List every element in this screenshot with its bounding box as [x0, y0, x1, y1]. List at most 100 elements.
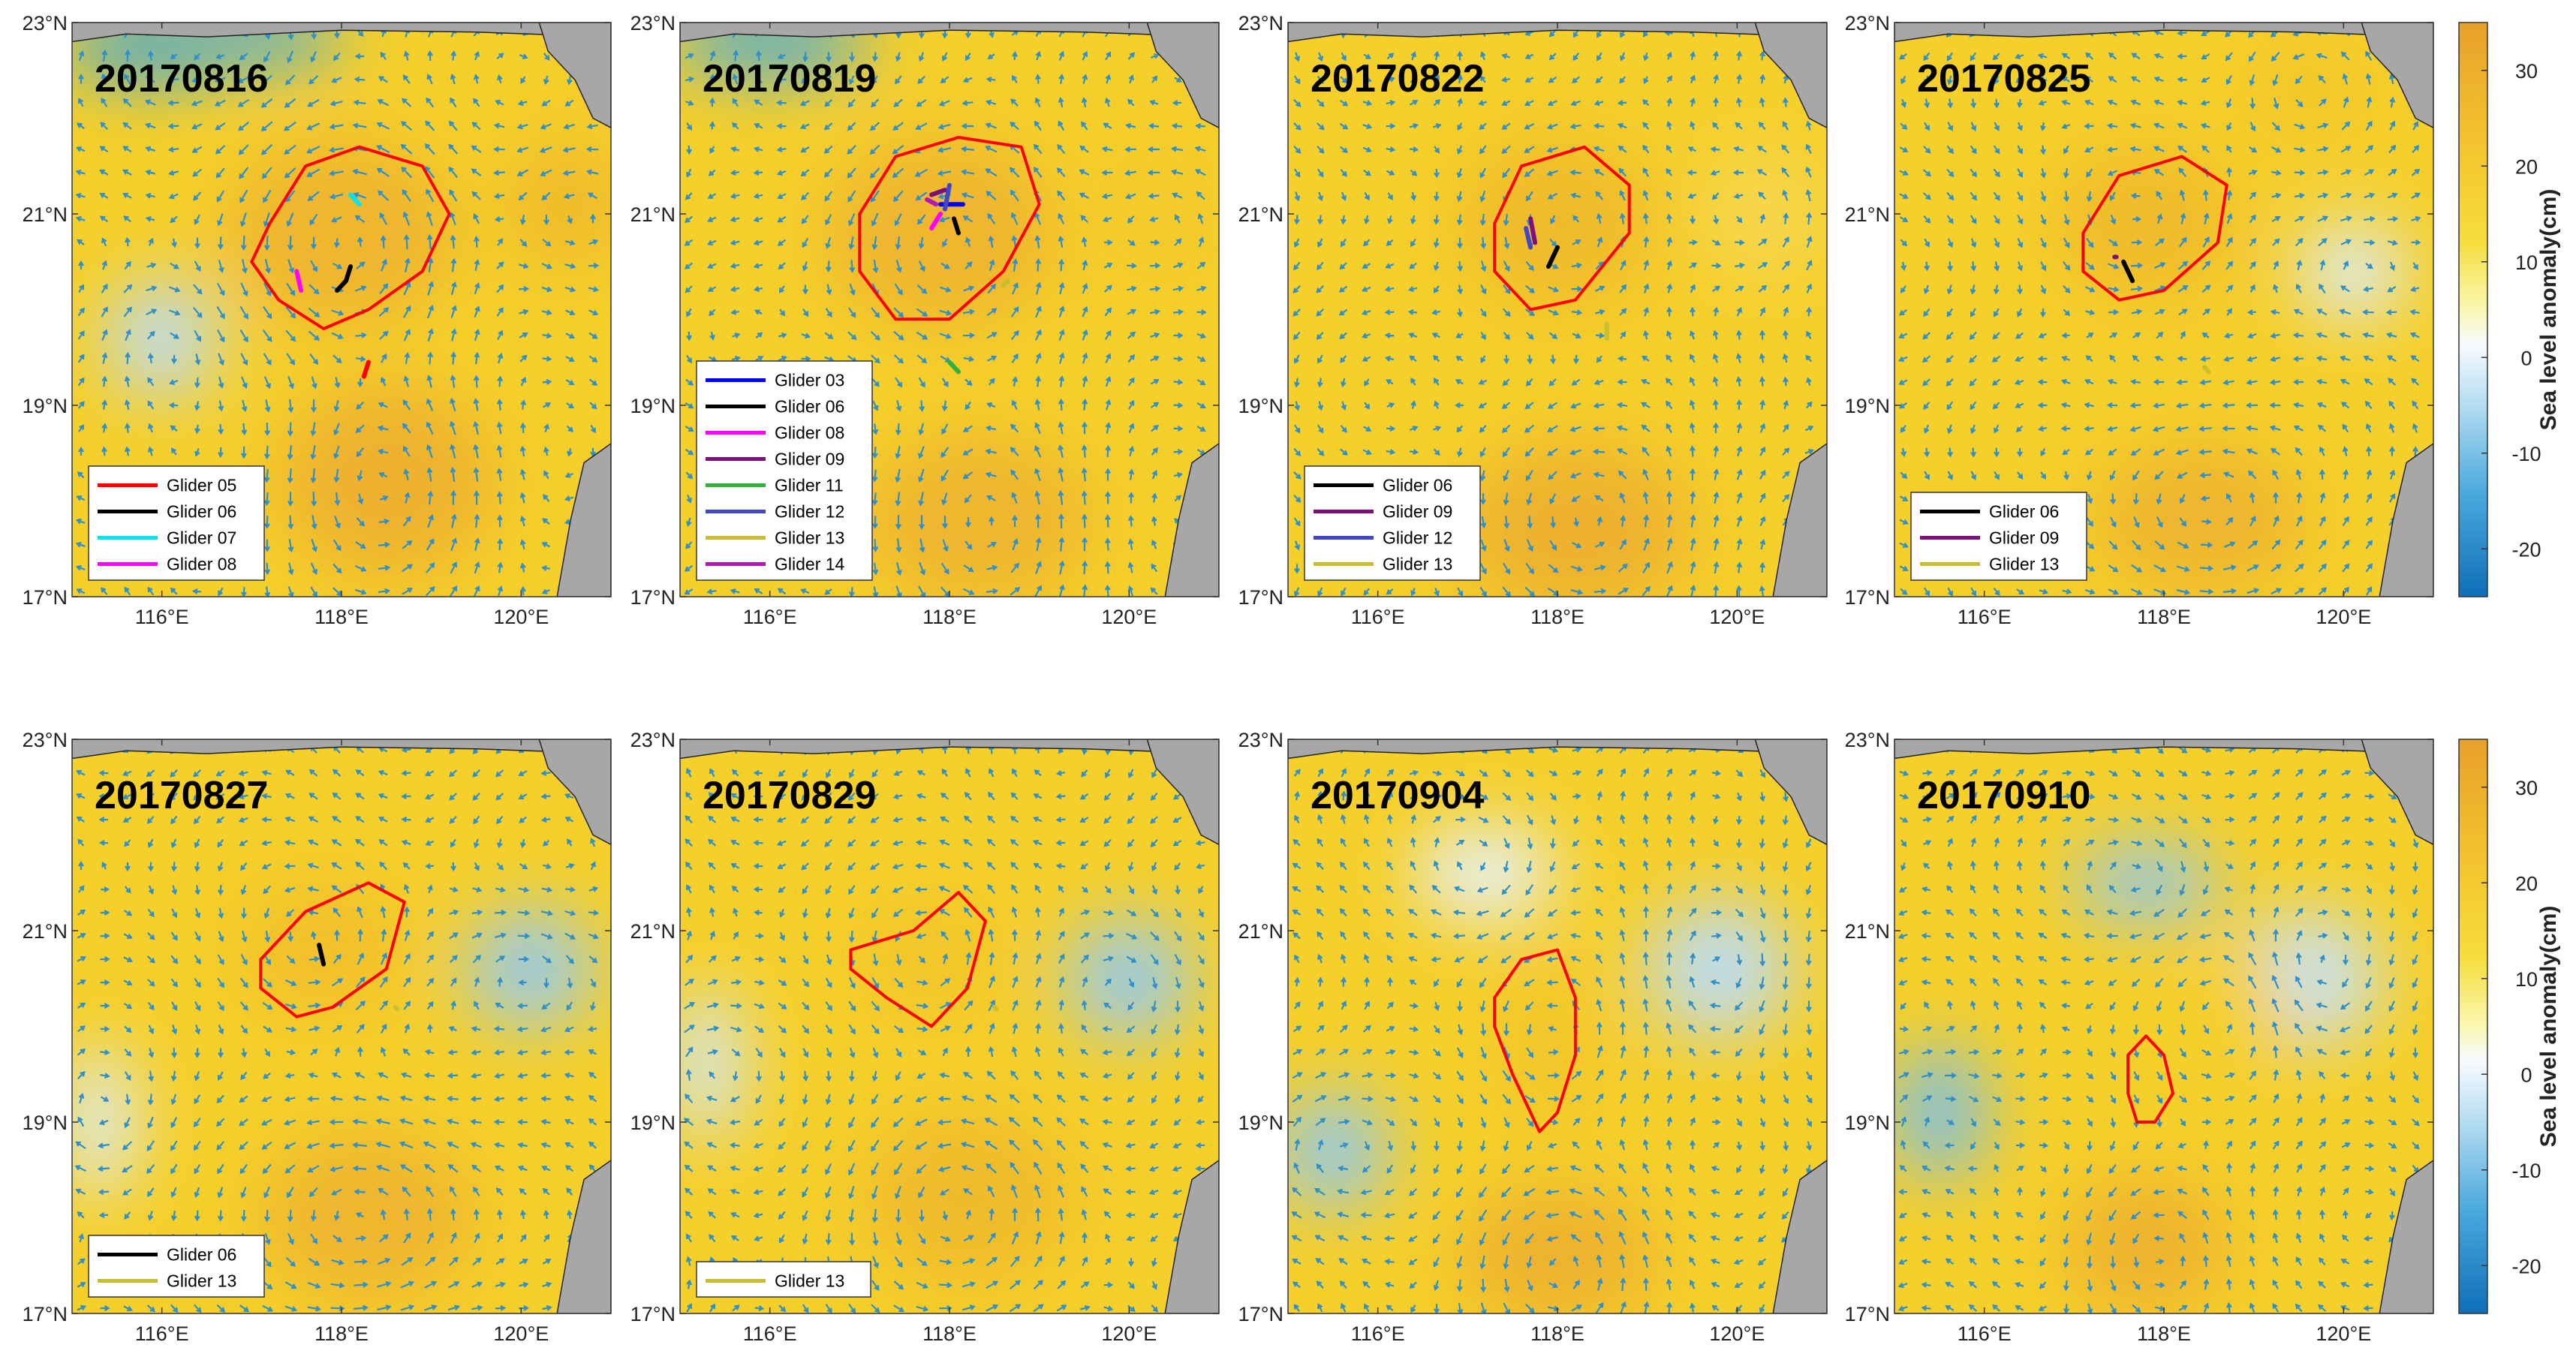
- china-coast: [1288, 23, 1827, 43]
- sla-anomaly-patch: [859, 1112, 1076, 1285]
- legend-entry-label: Glider 12: [1383, 528, 1452, 548]
- y-tick-label: 21°N: [1845, 920, 1890, 943]
- luzon: [1164, 443, 1219, 597]
- glider-track: [1528, 216, 1538, 245]
- sla-anomaly-patch: [1458, 444, 1693, 597]
- glider-track: [992, 1005, 999, 1012]
- colorbar-tick-label: -10: [2511, 1160, 2541, 1182]
- glider-track: [2201, 365, 2211, 375]
- y-tick-label: 19°N: [630, 395, 676, 417]
- x-tick-label: 116°E: [1351, 1322, 1405, 1345]
- y-tick-label: 19°N: [1238, 395, 1283, 417]
- x-tick-label: 116°E: [1958, 606, 2012, 628]
- eddy-contour: [858, 136, 1041, 321]
- colorbar-gradient: [2458, 22, 2488, 597]
- land: [1894, 739, 2433, 1313]
- y-tick-label: 23°N: [1845, 12, 1890, 35]
- y-tick-label: 23°N: [1238, 12, 1283, 35]
- colorbar-gradient: [2458, 739, 2488, 1314]
- colorbar-tick-label: -20: [2511, 1255, 2541, 1277]
- taiwan: [1146, 739, 1219, 846]
- panel-date-label: 20170829: [703, 774, 876, 817]
- x-tick-label: 116°E: [135, 1322, 189, 1345]
- luzon: [556, 443, 611, 597]
- taiwan: [2361, 23, 2433, 129]
- glider-legend: Glider 03 Glider 06 Glider 08 Glider 09 Glid…: [696, 360, 873, 581]
- sla-anomaly-patch: [1458, 1189, 1657, 1313]
- map-panel: 116°E 118°E 120°E 17°N 19°N 21°N 23°N 20170904: [1238, 729, 1828, 1345]
- eddy-contour: [1493, 145, 1631, 311]
- colorbar-tick-label: 30: [2515, 777, 2538, 799]
- y-tick-label: 21°N: [1845, 203, 1890, 226]
- sla-anomaly-patch: [278, 386, 495, 578]
- china-coast: [680, 23, 1219, 43]
- glider-track: [1001, 278, 1010, 288]
- panel-date-label: 20170825: [1917, 57, 2090, 101]
- sla-anomaly-patch: [859, 434, 1094, 597]
- x-tick-label: 118°E: [1530, 1322, 1584, 1345]
- legend-entry-label: Glider 14: [775, 555, 845, 574]
- eddy-contour: [2126, 1034, 2174, 1124]
- map-panel: 116°E 118°E 120°E 17°N 19°N 21°N 23°N 20170816 G…: [23, 12, 612, 628]
- glider-legend: Glider 05 Glider 06 Glider 07 Glider 08: [88, 465, 265, 581]
- x-tick-label: 116°E: [1351, 606, 1405, 628]
- y-tick-label: 19°N: [1238, 1112, 1283, 1134]
- sla-anomaly-patch: [1894, 1046, 1985, 1180]
- colorbar-tick-label: -20: [2511, 538, 2541, 561]
- colorbar-tick-label: 10: [2515, 968, 2538, 991]
- x-tick-label: 118°E: [1530, 606, 1584, 628]
- legend-entry-label: Glider 09: [1383, 502, 1452, 522]
- sla-anomaly-patch: [260, 1131, 477, 1304]
- eddy-contour: [1493, 948, 1577, 1133]
- colorbar-label: Sea level anomaly(cm): [2536, 189, 2561, 431]
- taiwan: [538, 23, 611, 129]
- glider-track: [952, 216, 961, 236]
- x-tick-label: 118°E: [2137, 606, 2191, 628]
- sla-anomaly-patch: [2074, 844, 2218, 922]
- colorbar-label: Sea level anomaly(cm): [2536, 906, 2561, 1148]
- glider-track: [294, 269, 304, 293]
- x-tick-label: 118°E: [922, 1322, 977, 1345]
- x-tick-label: 120°E: [2316, 1322, 2371, 1345]
- land: [680, 739, 1219, 1313]
- y-tick-label: 23°N: [1845, 729, 1890, 751]
- map-panel: 116°E 118°E 120°E 17°N 19°N 21°N 23°N 20170822 G…: [1238, 12, 1828, 628]
- legend-entry-label: Glider 12: [775, 502, 844, 522]
- sla-anomaly-patch: [2253, 41, 2362, 137]
- eddy-contour: [2081, 155, 2228, 302]
- luzon: [1772, 1160, 1827, 1313]
- map-panel: 116°E 118°E 120°E 17°N 19°N 21°N 23°N 20170829 G…: [630, 729, 1220, 1345]
- panel-date-label: 20170827: [95, 774, 268, 817]
- glider-track: [361, 360, 371, 379]
- legend-entry-label: Glider 13: [167, 1271, 236, 1291]
- land: [680, 23, 1219, 597]
- glider-track: [335, 264, 353, 293]
- taiwan: [1754, 23, 1827, 129]
- glider-legend: Glider 06 Glider 13: [88, 1235, 265, 1298]
- sla-anomaly-patch: [1458, 137, 1657, 310]
- luzon: [1772, 443, 1827, 597]
- colorbar: 30 20 10 0 -10 -20 Sea level anomaly(cm): [2458, 739, 2561, 1314]
- sla-anomaly-patch: [1647, 901, 1792, 1037]
- sla-anomaly-patch: [1093, 137, 1219, 290]
- y-tick-label: 21°N: [1238, 920, 1283, 943]
- colorbars: 30 20 10 0 -10 -20 Sea level anomaly(cm) 30 20 10…: [2458, 22, 2561, 1314]
- legend-entry-label: Glider 11: [775, 476, 844, 495]
- sla-anomaly-patch: [2092, 444, 2308, 597]
- glider-track: [925, 197, 938, 207]
- taiwan: [1754, 739, 1827, 846]
- legend-entry-label: Glider 08: [775, 423, 844, 443]
- sla-anomaly-patch: [823, 137, 1058, 329]
- colorbar-tick-label: 20: [2515, 155, 2538, 178]
- legend-entry-label: Glider 06: [1989, 502, 2059, 522]
- land: [1288, 739, 1827, 1313]
- glider-track: [929, 212, 943, 231]
- sla-anomaly-patch: [2065, 1179, 2227, 1313]
- sla-anomaly-patch: [1413, 825, 1557, 922]
- legend-entry-label: Glider 05: [167, 476, 236, 495]
- map-panel: 116°E 118°E 120°E 17°N 19°N 21°N 23°N 20170819 G…: [630, 12, 1220, 628]
- y-tick-label: 21°N: [630, 920, 676, 943]
- glider-legend: Glider 13: [696, 1261, 871, 1298]
- x-tick-label: 116°E: [743, 606, 797, 628]
- y-tick-label: 19°N: [23, 1112, 68, 1134]
